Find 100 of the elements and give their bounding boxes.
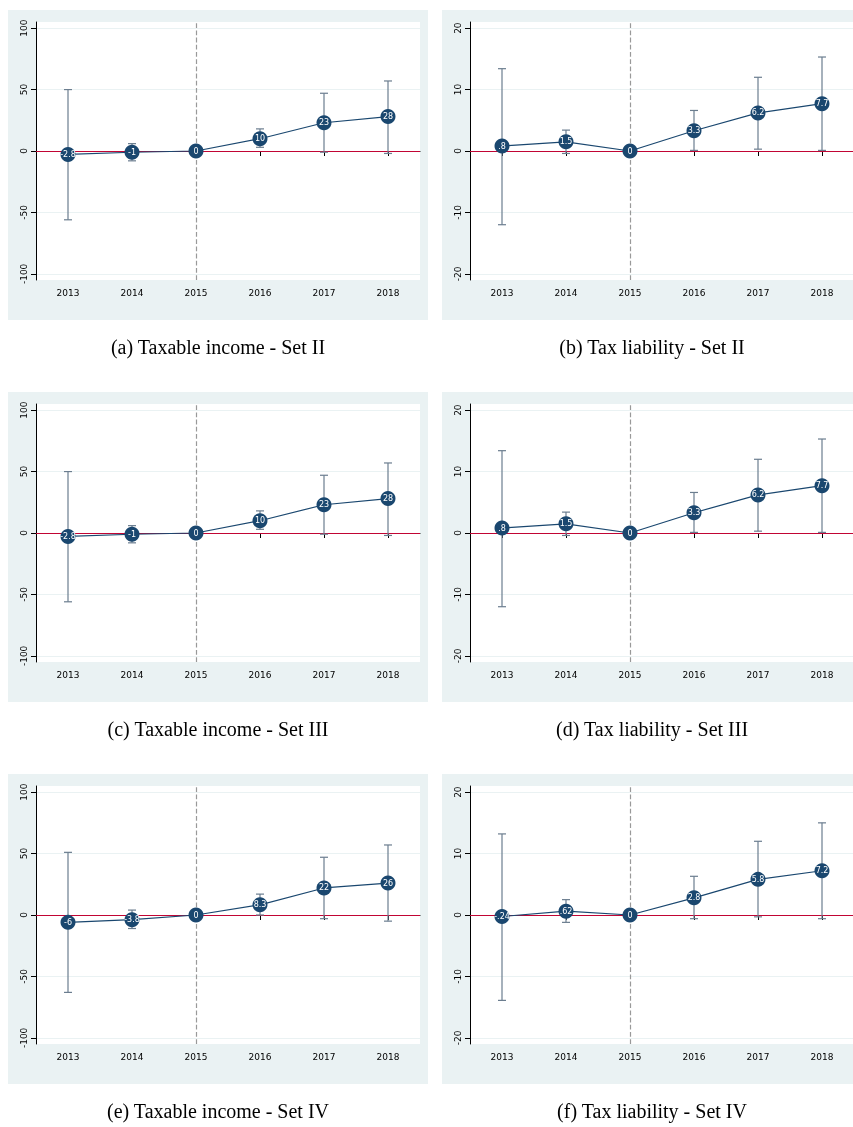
y-tick-label: 100 — [18, 401, 29, 419]
y-tick-label: -10 — [452, 968, 463, 984]
data-label: 26 — [382, 878, 394, 888]
y-tick-label: -50 — [18, 968, 29, 984]
x-tick-label: 2018 — [376, 1051, 400, 1062]
x-tick-label: 2014 — [120, 669, 144, 680]
y-tick-label: -10 — [452, 586, 463, 602]
y-tick-label: 10 — [452, 83, 463, 96]
y-tick-label: 100 — [18, 783, 29, 801]
text: (c) Taxable income - Set III — [107, 718, 329, 741]
x-tick-label: 2016 — [682, 1051, 706, 1062]
data-label: .8 — [498, 523, 506, 533]
data-label: 8.3 — [253, 900, 267, 910]
text: (d) Tax liability - Set III — [555, 718, 749, 741]
x-tick-label: 2016 — [248, 669, 272, 680]
data-label: 1.5 — [559, 137, 573, 147]
data-label: 0 — [193, 146, 199, 156]
data-label: 0 — [627, 910, 633, 920]
x-tick-label: 2014 — [554, 287, 578, 298]
data-label: -6 — [64, 917, 72, 927]
data-label: 3.3 — [687, 508, 701, 518]
data-label: 7.7 — [815, 481, 829, 491]
y-tick-label: 0 — [18, 147, 29, 154]
y-tick-label: -50 — [18, 204, 29, 220]
x-tick-label: 2013 — [56, 287, 80, 298]
x-tick-label: 2015 — [618, 1051, 642, 1062]
data-label: 10 — [254, 516, 266, 526]
data-label: -3.8 — [124, 915, 140, 925]
text: (b) Tax liability - Set II — [559, 336, 745, 359]
x-tick-label: 2017 — [312, 669, 336, 680]
x-tick-label: 2018 — [810, 287, 834, 298]
data-label: 7.7 — [815, 99, 829, 109]
data-label: -2.8 — [60, 531, 76, 541]
x-tick-label: 2017 — [746, 669, 770, 680]
x-tick-label: 2018 — [810, 1051, 834, 1062]
y-tick-label: 0 — [18, 911, 29, 918]
x-tick-label: 2015 — [184, 669, 208, 680]
data-label: 0 — [193, 910, 199, 920]
y-tick-label: -20 — [452, 648, 463, 664]
x-tick-label: 2016 — [682, 669, 706, 680]
data-label: 23 — [318, 500, 330, 510]
y-tick-label: 10 — [452, 465, 463, 478]
x-tick-label: 2015 — [618, 669, 642, 680]
x-tick-label: 2015 — [618, 287, 642, 298]
data-label: .62 — [559, 906, 573, 916]
y-tick-label: 100 — [18, 19, 29, 37]
data-label: -1 — [128, 529, 136, 539]
data-label: .8 — [498, 141, 506, 151]
data-label: -1 — [128, 147, 136, 157]
y-tick-label: -100 — [18, 263, 29, 285]
data-label: 6.2 — [751, 490, 765, 500]
y-tick-label: -100 — [18, 645, 29, 667]
data-label: 22 — [318, 883, 330, 893]
text: (a) Taxable income - Set II — [110, 336, 326, 359]
data-label: -.24 — [494, 911, 510, 921]
x-tick-label: 2013 — [56, 669, 80, 680]
x-tick-label: 2014 — [554, 1051, 578, 1062]
x-tick-label: 2013 — [56, 1051, 80, 1062]
y-tick-label: 50 — [18, 847, 29, 860]
y-tick-label: 20 — [452, 22, 463, 34]
y-tick-label: 10 — [452, 847, 463, 860]
x-tick-label: 2015 — [184, 287, 208, 298]
x-tick-label: 2016 — [682, 287, 706, 298]
data-label: 0 — [627, 146, 633, 156]
x-tick-label: 2017 — [746, 1051, 770, 1062]
y-tick-label: 50 — [18, 465, 29, 478]
y-tick-label: 0 — [452, 911, 463, 918]
y-tick-label: 20 — [452, 786, 463, 798]
data-label: 28 — [382, 112, 394, 122]
data-label: 0 — [193, 528, 199, 538]
x-tick-label: 2017 — [312, 1051, 336, 1062]
y-tick-label: -50 — [18, 586, 29, 602]
y-tick-label: -20 — [452, 266, 463, 282]
y-tick-label: 0 — [18, 529, 29, 536]
data-label: 3.3 — [687, 126, 701, 136]
y-tick-label: 0 — [452, 529, 463, 536]
x-tick-label: 2015 — [184, 1051, 208, 1062]
data-label: 23 — [318, 118, 330, 128]
x-tick-label: 2016 — [248, 1051, 272, 1062]
data-label: 1.5 — [559, 519, 573, 529]
text: (e) Taxable income - Set IV — [106, 1100, 330, 1123]
x-tick-label: 2017 — [312, 287, 336, 298]
data-label: 7.2 — [815, 866, 829, 876]
data-label: 5.8 — [751, 874, 765, 884]
y-tick-label: 20 — [452, 404, 463, 416]
x-tick-label: 2018 — [810, 669, 834, 680]
x-tick-label: 2018 — [376, 287, 400, 298]
x-tick-label: 2018 — [376, 669, 400, 680]
data-label: 2.8 — [687, 893, 701, 903]
y-tick-label: -20 — [452, 1030, 463, 1046]
x-tick-label: 2017 — [746, 287, 770, 298]
text: (f) Tax liability - Set IV — [557, 1100, 748, 1123]
y-tick-label: -100 — [18, 1027, 29, 1049]
x-tick-label: 2014 — [554, 669, 578, 680]
data-label: 0 — [627, 528, 633, 538]
y-tick-label: 0 — [452, 147, 463, 154]
y-tick-label: -10 — [452, 204, 463, 220]
data-label: 28 — [382, 494, 394, 504]
x-tick-label: 2014 — [120, 287, 144, 298]
y-tick-label: 50 — [18, 83, 29, 96]
